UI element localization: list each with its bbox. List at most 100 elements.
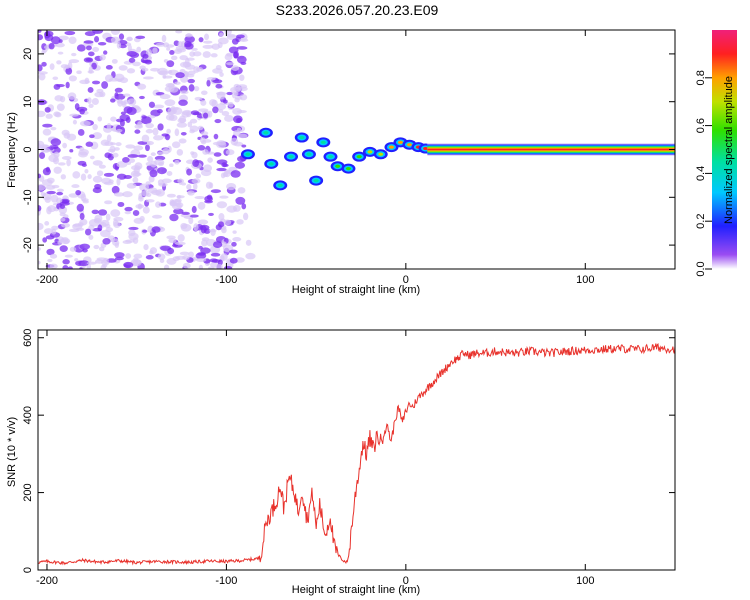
noise-blob bbox=[221, 110, 230, 117]
noise-blob bbox=[87, 87, 94, 93]
noise-blob bbox=[69, 113, 79, 117]
noise-blob bbox=[232, 237, 242, 242]
noise-blob bbox=[125, 144, 136, 149]
noise-blob bbox=[162, 147, 170, 155]
noise-blob bbox=[40, 147, 51, 153]
noise-blob bbox=[198, 37, 204, 43]
noise-blob bbox=[210, 189, 221, 194]
noise-blob bbox=[186, 57, 195, 61]
noise-blob bbox=[92, 227, 102, 232]
noise-blob bbox=[166, 193, 176, 198]
noise-blob bbox=[177, 234, 185, 242]
noise-blob bbox=[122, 191, 133, 198]
noise-blob bbox=[110, 36, 121, 44]
track-blob-core bbox=[268, 162, 274, 166]
noise-blob bbox=[44, 106, 51, 113]
noise-blob bbox=[55, 42, 65, 48]
noise-blob bbox=[46, 190, 56, 195]
noise-blob bbox=[94, 183, 102, 190]
noise-blob bbox=[92, 132, 102, 140]
noise-blob bbox=[145, 122, 154, 129]
noise-blob bbox=[54, 112, 62, 118]
noise-blob bbox=[193, 85, 200, 92]
noise-blob bbox=[112, 152, 119, 158]
noise-blob bbox=[147, 225, 154, 233]
ridge-band bbox=[427, 148, 675, 151]
noise-blob bbox=[132, 237, 139, 244]
noise-blob bbox=[114, 256, 124, 261]
noise-blob bbox=[204, 33, 210, 41]
snr-ticks: -200 -100 0 100 0 200 400 600 bbox=[22, 329, 675, 587]
noise-blob bbox=[245, 252, 256, 260]
noise-blob bbox=[80, 173, 87, 181]
noise-blob bbox=[236, 46, 248, 50]
noise-blob bbox=[181, 182, 187, 186]
chart-title: S233.2026.057.20.23.E09 bbox=[276, 2, 439, 18]
noise-blob bbox=[229, 257, 238, 264]
noise-blob bbox=[46, 177, 55, 184]
noise-blob bbox=[126, 182, 137, 189]
noise-blob bbox=[134, 129, 141, 134]
noise-blob bbox=[177, 41, 184, 48]
noise-blob bbox=[114, 252, 125, 258]
noise-blob bbox=[113, 221, 121, 228]
noise-blob bbox=[198, 264, 203, 269]
colorbar-label: Normalized spectral amplitude bbox=[723, 76, 735, 224]
noise-blob bbox=[65, 67, 73, 75]
noise-blob bbox=[60, 217, 66, 222]
y-tick-label: 10 bbox=[22, 96, 34, 108]
noise-blob bbox=[63, 214, 69, 219]
noise-scatter bbox=[38, 30, 256, 269]
noise-blob bbox=[175, 72, 185, 79]
snr-ylabel: SNR (10 * v/v) bbox=[6, 417, 18, 487]
noise-blob bbox=[184, 42, 194, 50]
noise-blob bbox=[85, 45, 92, 51]
noise-blob bbox=[56, 191, 64, 196]
noise-blob bbox=[222, 99, 228, 104]
noise-blob bbox=[200, 169, 212, 177]
y-tick-label: 0 bbox=[22, 146, 34, 152]
noise-blob bbox=[188, 217, 194, 225]
noise-blob bbox=[158, 70, 169, 76]
noise-blob bbox=[188, 251, 194, 258]
noise-blob bbox=[179, 90, 189, 95]
noise-blob bbox=[236, 117, 242, 123]
noise-blob bbox=[110, 116, 117, 122]
noise-blob bbox=[72, 119, 77, 125]
noise-blob bbox=[230, 137, 239, 146]
y-tick-label: 400 bbox=[22, 406, 34, 424]
noise-blob bbox=[155, 201, 162, 208]
noise-blob bbox=[72, 171, 81, 179]
noise-blob bbox=[176, 122, 188, 128]
noise-blob bbox=[43, 228, 54, 235]
noise-blob bbox=[161, 178, 172, 184]
noise-blob bbox=[224, 115, 234, 122]
noise-blob bbox=[199, 224, 210, 231]
noise-blob bbox=[72, 223, 81, 227]
noise-blob bbox=[53, 151, 60, 158]
noise-blob bbox=[139, 183, 150, 192]
noise-blob bbox=[206, 79, 211, 87]
noise-blob bbox=[157, 123, 164, 131]
noise-blob bbox=[59, 245, 68, 252]
noise-blob bbox=[92, 46, 100, 52]
noise-blob bbox=[126, 51, 138, 57]
noise-blob bbox=[117, 201, 125, 207]
noise-blob bbox=[175, 30, 183, 34]
noise-blob bbox=[45, 166, 50, 173]
noise-blob bbox=[41, 50, 46, 54]
noise-blob bbox=[214, 118, 222, 124]
noise-blob bbox=[211, 99, 218, 108]
noise-blob bbox=[139, 95, 145, 100]
noise-blob bbox=[96, 170, 104, 177]
noise-blob bbox=[38, 247, 41, 251]
noise-blob bbox=[91, 62, 97, 70]
noise-blob bbox=[166, 171, 173, 176]
noise-blob bbox=[57, 239, 63, 245]
noise-blob bbox=[38, 99, 47, 106]
noise-blob bbox=[197, 219, 209, 225]
noise-blob bbox=[122, 240, 132, 245]
noise-blob bbox=[141, 134, 150, 143]
noise-blob bbox=[215, 83, 223, 89]
track-blob-core bbox=[345, 167, 351, 171]
